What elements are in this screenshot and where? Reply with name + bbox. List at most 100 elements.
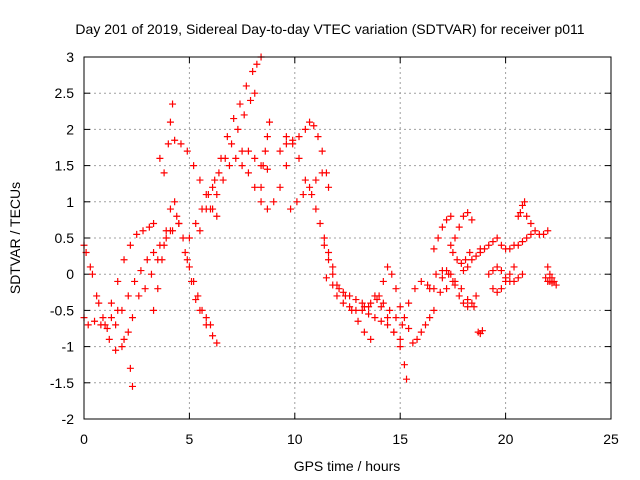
data-point [426,285,434,293]
series-s16 [257,118,274,191]
data-point [150,306,158,314]
data-point [249,67,257,75]
data-point [270,198,278,206]
y-tick-label: -1.5 [50,375,74,391]
data-point [133,230,141,238]
data-point [128,382,136,390]
data-point [202,314,210,322]
data-point [493,234,501,242]
data-point [325,248,333,256]
data-point [377,317,385,325]
data-point [493,288,501,296]
data-point [400,314,408,322]
data-point [329,281,337,289]
data-points [80,53,560,390]
data-point [88,270,96,278]
data-point [481,245,489,253]
y-tick-label: -0.5 [50,302,74,318]
data-point [430,306,438,314]
data-point [502,277,510,285]
data-point [251,183,259,191]
data-point [91,317,99,325]
y-tick-label: -1 [62,339,75,355]
data-point [413,335,421,343]
data-point [282,140,290,148]
data-point [177,140,185,148]
data-point [527,230,535,238]
data-point [147,270,155,278]
data-point [544,227,552,235]
data-point [447,241,455,249]
data-point [459,267,467,275]
data-point [251,154,259,162]
data-point [213,339,221,347]
series-s7 [150,198,179,314]
data-point [287,205,295,213]
data-point [261,147,269,155]
data-point [443,216,451,224]
data-point [403,375,411,383]
series-s10 [175,220,221,347]
data-point [527,220,535,228]
data-point [493,263,501,271]
data-point [400,361,408,369]
data-point [472,252,480,260]
series-s37 [489,263,518,296]
y-tick-label: 2 [66,121,74,137]
data-point [156,154,164,162]
data-point [228,140,236,148]
data-point [204,191,212,199]
data-point [516,209,524,217]
x-tick-label: 20 [498,431,514,447]
data-point [293,198,301,206]
data-point [384,263,392,271]
data-point [451,281,459,289]
data-point [301,176,309,184]
data-point [276,183,284,191]
data-point [459,299,467,307]
series-s1 [80,241,136,354]
data-point [213,191,221,199]
data-point [124,328,132,336]
data-point [432,270,440,278]
data-point [295,133,303,141]
data-point [150,220,158,228]
data-point [424,281,432,289]
data-point [360,328,368,336]
data-point [518,238,526,246]
y-tick-label: 1 [66,194,74,210]
data-point [518,270,526,278]
data-point [244,147,252,155]
data-point [84,321,92,329]
data-point [215,169,223,177]
data-point [392,314,400,322]
data-point [312,205,320,213]
data-point [238,147,246,155]
y-axis-label: SDTVAR / TECUs [7,182,23,294]
series-s21 [322,274,375,343]
plot-frame [83,56,612,420]
data-point [105,335,113,343]
data-point [244,169,252,177]
data-point [325,256,333,264]
data-point [470,303,478,311]
data-point [206,321,214,329]
data-point [126,364,134,372]
data-point [112,321,120,329]
series-s30 [430,212,455,253]
data-point [367,299,375,307]
y-tick-label: 2.5 [55,85,75,101]
data-point [141,285,149,293]
data-point [114,277,122,285]
data-point [171,136,179,144]
data-point [118,306,126,314]
data-point [221,154,229,162]
y-tick-label: -2 [62,411,75,427]
data-point [137,267,145,275]
data-point [421,321,429,329]
data-point [518,201,526,209]
data-point [143,256,151,264]
y-tick-label: 1.5 [55,158,75,174]
data-point [131,277,139,285]
